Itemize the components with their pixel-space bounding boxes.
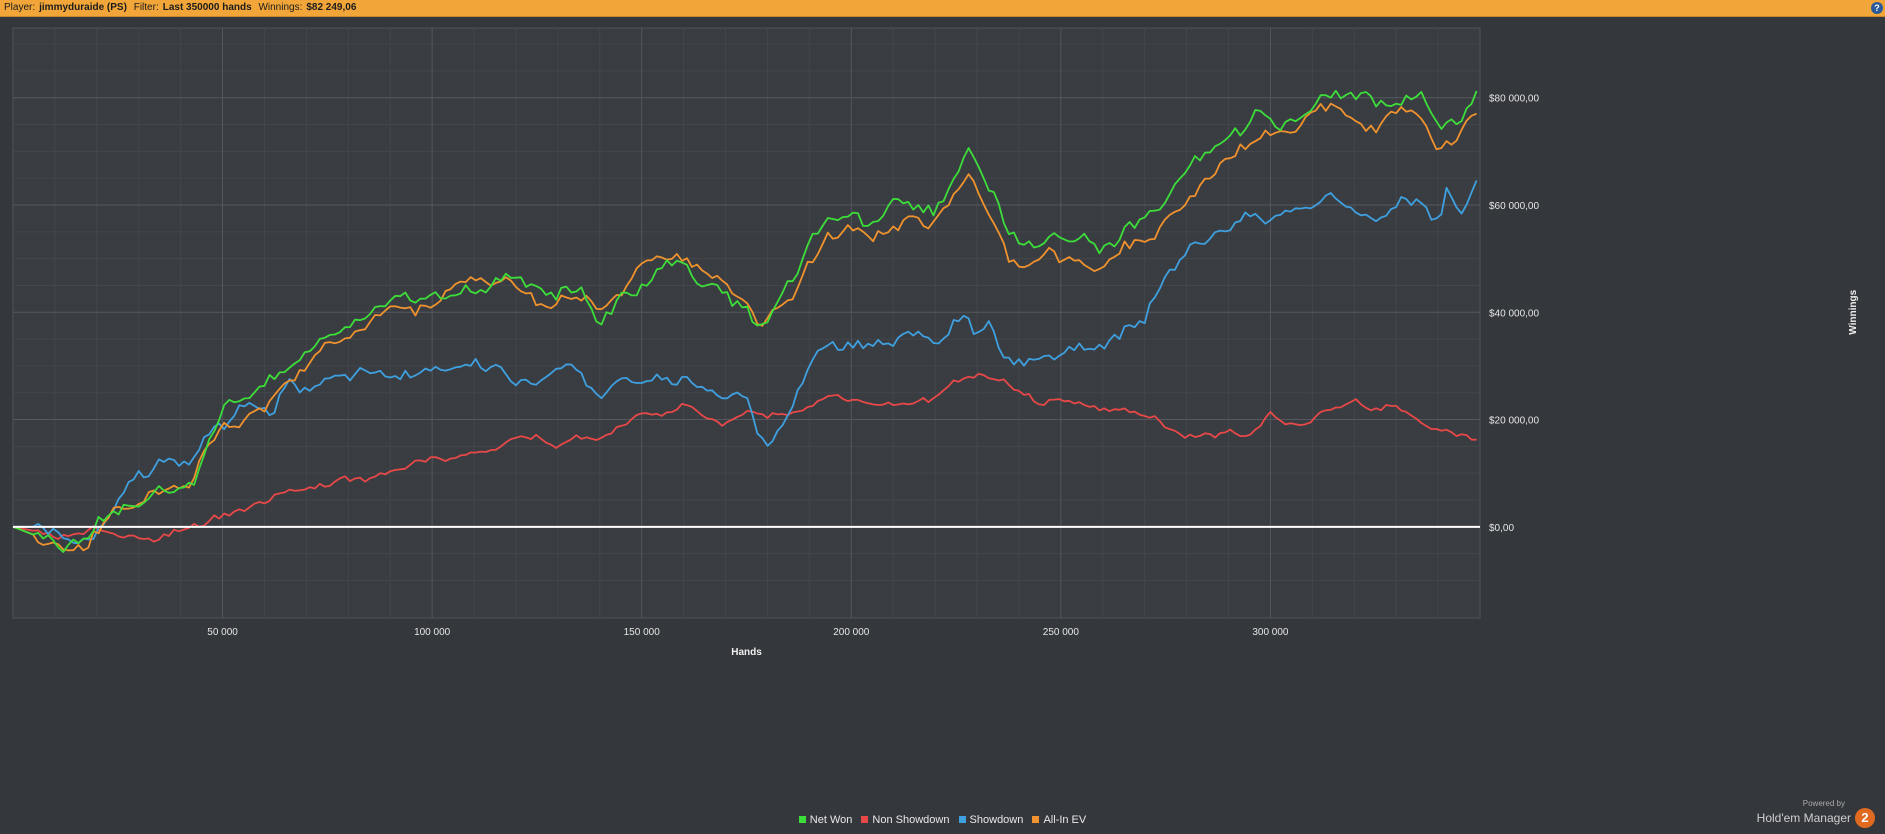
y-tick-label: $80 000,00	[1489, 94, 1539, 105]
filter-value[interactable]: Last 350000 hands	[162, 2, 252, 13]
series-showdown	[13, 180, 1478, 545]
x-tick-label: 100 000	[414, 627, 451, 638]
winnings-chart: 50 000 100 000 150 000 200 000 250 000 300 00…	[12, 27, 1859, 658]
brand-logo: Powered by Hold'em Manager 2	[1757, 799, 1875, 828]
winnings-label: Winnings:	[258, 2, 303, 13]
powered-by-text: Powered by	[1802, 799, 1845, 808]
legend-label: All-In EV	[1043, 814, 1087, 826]
legend-swatch	[1032, 816, 1040, 823]
player-value[interactable]: jimmyduraide (PS)	[39, 2, 127, 13]
series-net-won	[12, 89, 1478, 553]
plot-area	[12, 27, 1481, 619]
legend-swatch	[798, 816, 806, 823]
y-axis-title: Winnings	[1848, 289, 1859, 334]
x-tick-label: 150 000	[624, 627, 661, 638]
legend-label: Showdown	[969, 814, 1024, 826]
y-tick-label: $20 000,00	[1489, 416, 1539, 427]
legend-item-all-in-ev[interactable]: All-In EV	[1032, 814, 1086, 826]
legend-item-non-showdown[interactable]: Non Showdown	[861, 814, 949, 826]
x-tick-label: 50 000	[207, 627, 238, 638]
brand-name: Hold'em Manager	[1756, 811, 1851, 825]
series-non-showdown	[12, 372, 1477, 543]
legend-label: Non Showdown	[872, 814, 950, 826]
legend-swatch	[958, 816, 966, 823]
player-label: Player:	[4, 2, 36, 13]
x-tick-label: 300 000	[1252, 627, 1289, 638]
filter-label: Filter:	[133, 2, 159, 13]
legend-item-net-won[interactable]: Net Won	[798, 814, 853, 826]
filter-bar: Player: jimmyduraide (PS) Filter: Last 350…	[0, 0, 1885, 17]
x-axis-title: Hands	[731, 647, 762, 658]
y-tick-label: $0,00	[1489, 523, 1514, 534]
series-all-in-ev	[12, 102, 1477, 552]
winnings-value: $82 249,06	[306, 2, 357, 13]
legend-swatch	[861, 816, 869, 823]
x-tick-label: 250 000	[1043, 627, 1080, 638]
legend-label: Net Won	[809, 814, 853, 826]
chart-legend: Net Won Non Showdown Showdown All-In EV	[0, 814, 1885, 826]
hm2-logo-icon: 2	[1855, 808, 1875, 828]
x-tick-label: 200 000	[833, 627, 870, 638]
legend-item-showdown[interactable]: Showdown	[958, 814, 1024, 826]
y-tick-label: $60 000,00	[1489, 201, 1539, 212]
y-tick-label: $40 000,00	[1489, 308, 1539, 319]
help-icon[interactable]: ?	[1871, 2, 1883, 14]
